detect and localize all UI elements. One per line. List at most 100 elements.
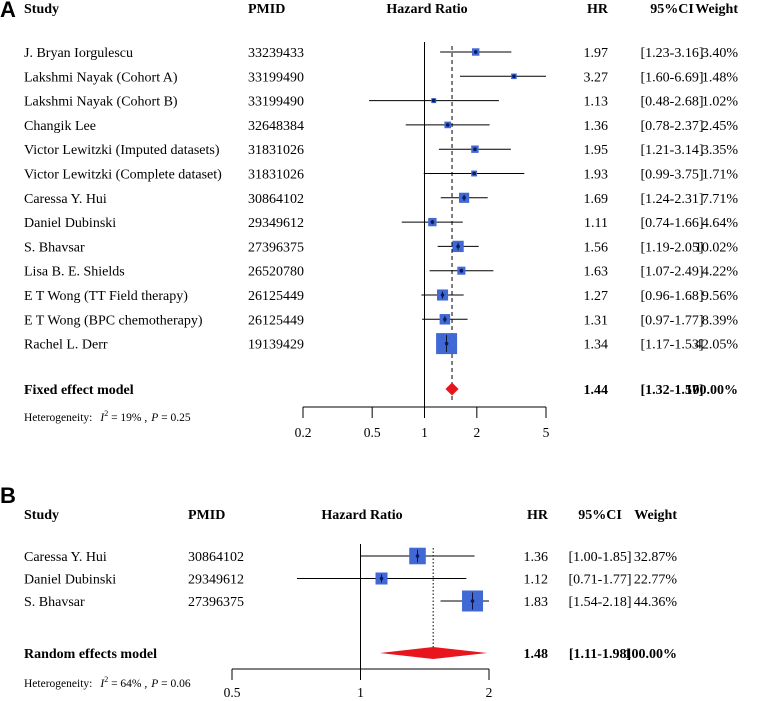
study-name: Caressa Y. Hui	[24, 192, 107, 207]
header-hr: HR	[587, 2, 609, 17]
study-name: Victor Lewitzki (Imputed datasets)	[24, 143, 220, 158]
het-p-symbol: P	[150, 678, 158, 690]
study-pmid: 33199490	[248, 70, 304, 85]
het-p-value: = 0.06	[158, 678, 191, 690]
point-estimate	[456, 244, 460, 249]
point-estimate	[443, 317, 447, 322]
study-hr: 1.12	[524, 573, 549, 588]
study-ci: [1.21-3.14]	[641, 143, 704, 158]
study-ci: [0.74-1.66]	[641, 216, 704, 231]
point-estimate	[459, 268, 464, 273]
point-estimate	[430, 220, 435, 224]
header-study: Study	[24, 508, 59, 523]
study-name: E T Wong (BPC chemotherapy)	[24, 313, 203, 328]
summary-ci: [1.32-1.57]	[641, 383, 704, 398]
study-ci: [0.96-1.68]	[641, 289, 704, 304]
het-i2-symbol: I	[99, 412, 105, 424]
study-hr: 1.11	[584, 216, 608, 231]
study-hr: 1.13	[584, 95, 609, 110]
header-hazard-ratio: Hazard Ratio	[321, 508, 402, 523]
het-prefix: Heterogeneity:	[24, 412, 92, 424]
point-estimate	[470, 599, 475, 603]
summary-label: Random effects model	[24, 647, 157, 662]
study-ci: [1.17-1.53]	[641, 338, 704, 353]
study-name: Lakshmi Nayak (Cohort A)	[24, 70, 178, 85]
study-pmid: 33239433	[248, 46, 304, 61]
study-weight: 1.48%	[702, 70, 739, 85]
point-estimate	[473, 50, 478, 54]
study-hr: 1.97	[584, 46, 609, 61]
study-ci: [1.23-3.16]	[641, 46, 704, 61]
summary-diamond	[379, 647, 488, 659]
study-name: Daniel Dubinski	[24, 573, 116, 588]
summary-label: Fixed effect model	[24, 383, 134, 398]
study-pmid: 33199490	[248, 95, 304, 110]
study-weight: 22.77%	[634, 573, 678, 588]
study-pmid: 26125449	[248, 313, 304, 328]
study-weight: 7.71%	[702, 192, 739, 207]
study-pmid: 27396375	[248, 240, 304, 255]
study-name: Changik Lee	[24, 119, 96, 134]
study-hr: 1.27	[584, 289, 609, 304]
study-pmid: 26520780	[248, 265, 304, 280]
study-pmid: 31831026	[248, 143, 304, 158]
point-estimate	[440, 293, 445, 297]
het-p-value: = 0.25	[158, 412, 191, 424]
x-tick-label: 2	[486, 685, 493, 700]
study-ci: [1.54-2.18]	[569, 595, 632, 610]
het-i2-symbol: I	[99, 678, 105, 690]
study-ci: [0.71-1.77]	[569, 573, 632, 588]
study-name: S. Bhavsar	[24, 240, 85, 255]
study-ci: [0.78-2.37]	[641, 119, 704, 134]
header-hr: HR	[527, 508, 549, 523]
x-tick-label: 0.5	[224, 685, 241, 700]
study-hr: 1.56	[584, 240, 609, 255]
study-pmid: 30864102	[248, 192, 304, 207]
study-hr: 1.69	[584, 192, 609, 207]
study-ci: [1.19-2.05]	[641, 240, 704, 255]
panel-label-A: A	[0, 0, 16, 22]
study-weight: 1.02%	[702, 95, 739, 110]
study-weight: 44.36%	[634, 595, 678, 610]
study-weight: 10.02%	[695, 240, 739, 255]
point-estimate	[415, 554, 420, 558]
study-hr: 3.27	[584, 70, 609, 85]
header-study: Study	[24, 2, 59, 17]
het-i2-value: = 19% ,	[108, 412, 147, 424]
header-ci: 95%CI	[578, 508, 622, 523]
study-name: Victor Lewitzki (Complete dataset)	[24, 168, 222, 183]
header-hazard-ratio: Hazard Ratio	[386, 2, 467, 17]
header-weight: Weight	[695, 2, 738, 17]
study-pmid: 32648384	[248, 119, 304, 134]
study-ci: [0.99-3.75]	[641, 168, 704, 183]
study-weight: 32.87%	[634, 550, 678, 565]
study-pmid: 31831026	[248, 168, 304, 183]
study-hr: 1.34	[584, 338, 609, 353]
summary-hr: 1.48	[524, 647, 549, 662]
study-weight: 8.39%	[702, 313, 739, 328]
study-name: Daniel Dubinski	[24, 216, 116, 231]
study-hr: 1.83	[524, 595, 549, 610]
study-weight: 3.40%	[702, 46, 739, 61]
study-weight: 1.71%	[702, 168, 739, 183]
point-estimate	[445, 123, 450, 127]
header-ci: 95%CI	[650, 2, 694, 17]
study-hr: 1.63	[584, 265, 609, 280]
study-name: S. Bhavsar	[24, 595, 85, 610]
study-weight: 9.56%	[702, 289, 739, 304]
panel-label-B: B	[0, 483, 16, 508]
header-weight: Weight	[634, 508, 677, 523]
study-name: Caressa Y. Hui	[24, 550, 107, 565]
point-estimate	[473, 147, 477, 151]
study-pmid: 26125449	[248, 289, 304, 304]
study-hr: 1.31	[584, 313, 609, 328]
point-estimate	[472, 171, 476, 176]
study-weight: 4.22%	[702, 265, 739, 280]
x-tick-label: 0.5	[364, 425, 381, 440]
point-estimate	[512, 74, 516, 79]
summary-hr: 1.44	[584, 383, 609, 398]
summary-ci: [1.11-1.98]	[569, 647, 631, 662]
study-hr: 1.93	[584, 168, 609, 183]
study-weight: 2.45%	[702, 119, 739, 134]
